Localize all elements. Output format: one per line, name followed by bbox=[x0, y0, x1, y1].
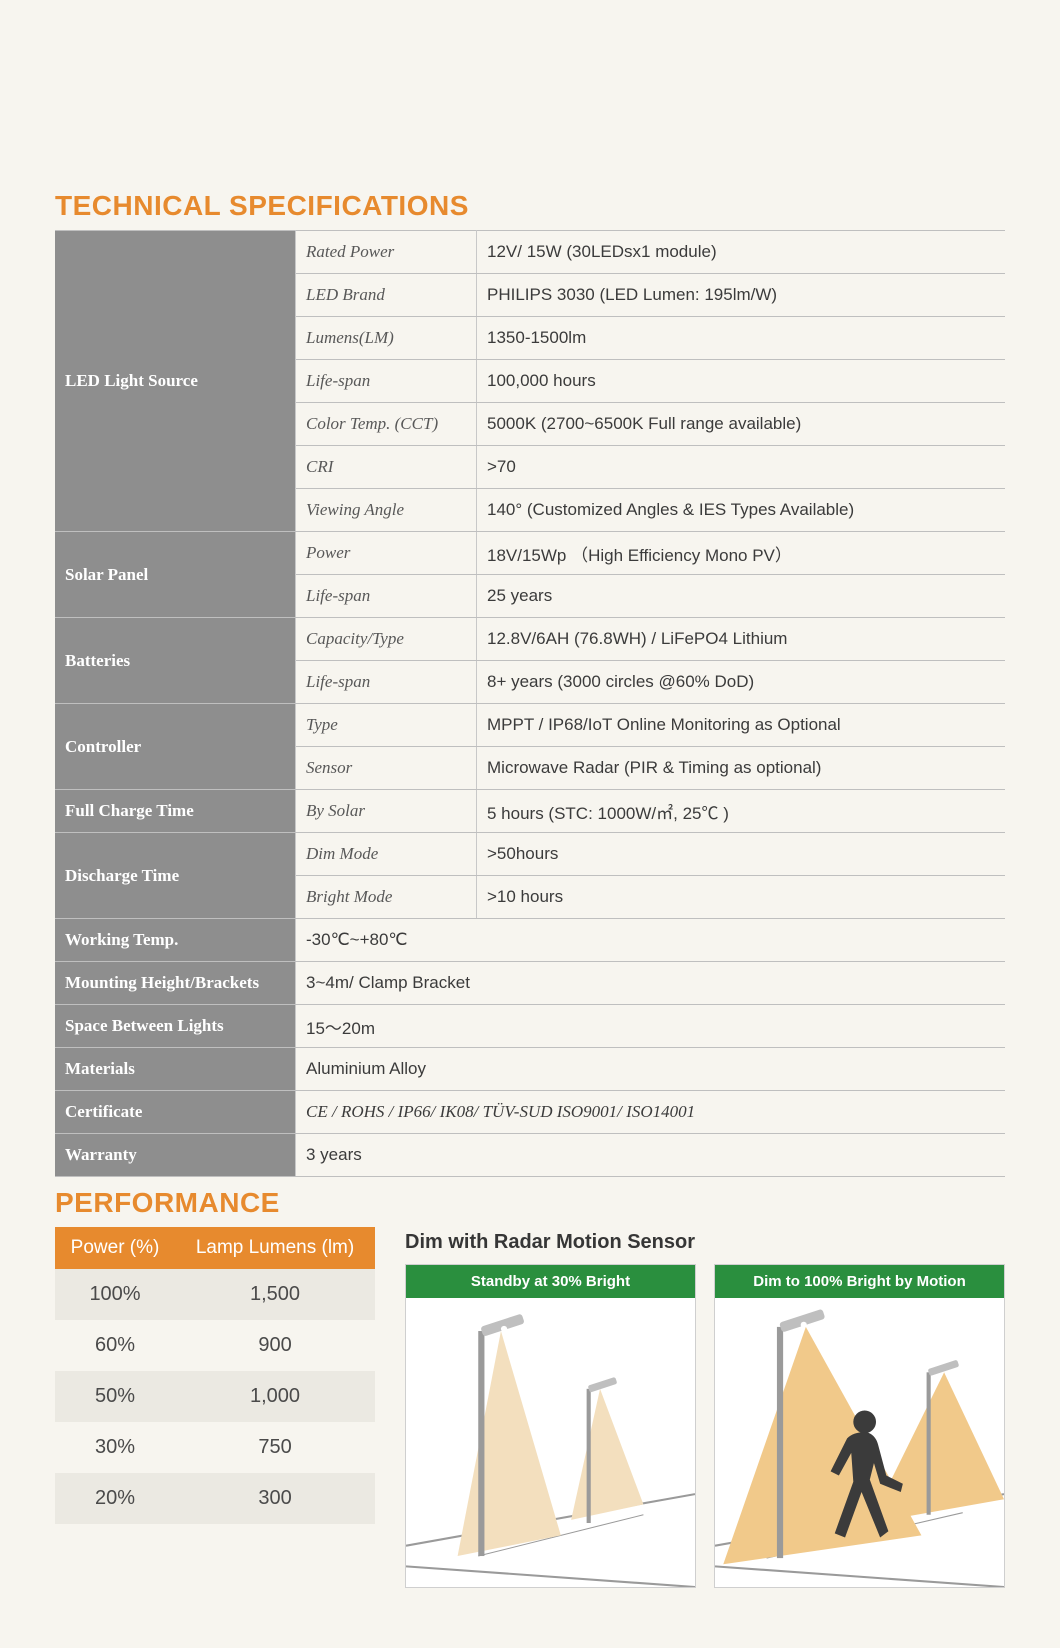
table-row: Solar Panel Power 18V/15Wp （High Efficie… bbox=[55, 532, 1005, 575]
table-row: 60% 900 bbox=[55, 1320, 375, 1371]
param-value: 5 hours (STC: 1000W/㎡, 25℃ ) bbox=[477, 790, 1006, 833]
param-label: By Solar bbox=[296, 790, 477, 833]
dim-panel-body bbox=[406, 1298, 695, 1587]
param-label: Sensor bbox=[296, 747, 477, 790]
perf-cell: 1,500 bbox=[175, 1269, 375, 1320]
param-label: Life-span bbox=[296, 575, 477, 618]
perf-header-power: Power (%) bbox=[55, 1227, 175, 1269]
table-row: Working Temp. -30℃~+80℃ bbox=[55, 919, 1005, 962]
cat-working-temp: Working Temp. bbox=[55, 919, 296, 962]
param-label: Rated Power bbox=[296, 231, 477, 274]
table-row: Mounting Height/Brackets 3~4m/ Clamp Bra… bbox=[55, 962, 1005, 1005]
param-value: -30℃~+80℃ bbox=[296, 919, 1006, 962]
table-row: 50% 1,000 bbox=[55, 1371, 375, 1422]
perf-cell: 1,000 bbox=[175, 1371, 375, 1422]
param-value: >70 bbox=[477, 446, 1006, 489]
performance-table-wrap: Power (%) Lamp Lumens (lm) 100% 1,500 60… bbox=[55, 1227, 375, 1524]
performance-title: PERFORMANCE bbox=[55, 1187, 1005, 1219]
param-label: Lumens(LM) bbox=[296, 317, 477, 360]
perf-cell: 60% bbox=[55, 1320, 175, 1371]
table-row: 20% 300 bbox=[55, 1473, 375, 1524]
cat-solar: Solar Panel bbox=[55, 532, 296, 618]
table-row: Warranty 3 years bbox=[55, 1134, 1005, 1177]
table-row: Certificate CE / ROHS / IP66/ IK08/ TÜV-… bbox=[55, 1091, 1005, 1134]
param-label: Bright Mode bbox=[296, 876, 477, 919]
dim-panel-motion: Dim to 100% Bright by Motion bbox=[714, 1264, 1005, 1588]
param-value: 12.8V/6AH (76.8WH) / LiFePO4 Lithium bbox=[477, 618, 1006, 661]
perf-cell: 20% bbox=[55, 1473, 175, 1524]
param-value: 15～20m bbox=[296, 1005, 1006, 1048]
param-value: >50hours bbox=[477, 833, 1006, 876]
cat-discharge: Discharge Time bbox=[55, 833, 296, 919]
param-value: Aluminium Alloy bbox=[296, 1048, 1006, 1091]
cat-controller: Controller bbox=[55, 704, 296, 790]
param-label: Power bbox=[296, 532, 477, 575]
table-row: Power (%) Lamp Lumens (lm) bbox=[55, 1227, 375, 1269]
streetlight-dim-icon bbox=[406, 1298, 695, 1587]
table-row: Space Between Lights 15～20m bbox=[55, 1005, 1005, 1048]
performance-section: Power (%) Lamp Lumens (lm) 100% 1,500 60… bbox=[55, 1227, 1005, 1588]
dim-sensor-title: Dim with Radar Motion Sensor bbox=[405, 1231, 1005, 1254]
param-label: Capacity/Type bbox=[296, 618, 477, 661]
table-row: Discharge Time Dim Mode >50hours bbox=[55, 833, 1005, 876]
param-value: 18V/15Wp （High Efficiency Mono PV） bbox=[477, 532, 1006, 575]
param-label: Dim Mode bbox=[296, 833, 477, 876]
param-label: CRI bbox=[296, 446, 477, 489]
dim-panel-standby: Standby at 30% Bright bbox=[405, 1264, 696, 1588]
param-label: Color Temp. (CCT) bbox=[296, 403, 477, 446]
dim-panels: Standby at 30% Bright bbox=[405, 1264, 1005, 1588]
param-value: 1350-1500lm bbox=[477, 317, 1006, 360]
param-value: Microwave Radar (PIR & Timing as optiona… bbox=[477, 747, 1006, 790]
dim-panel-header: Standby at 30% Bright bbox=[406, 1265, 695, 1298]
performance-table: Power (%) Lamp Lumens (lm) 100% 1,500 60… bbox=[55, 1227, 375, 1524]
param-value: 8+ years (3000 circles @60% DoD) bbox=[477, 661, 1006, 704]
param-value: 5000K (2700~6500K Full range available) bbox=[477, 403, 1006, 446]
perf-cell: 50% bbox=[55, 1371, 175, 1422]
param-value: PHILIPS 3030 (LED Lumen: 195lm/W) bbox=[477, 274, 1006, 317]
perf-cell: 30% bbox=[55, 1422, 175, 1473]
dim-panel-header: Dim to 100% Bright by Motion bbox=[715, 1265, 1004, 1298]
tech-spec-title: TECHNICAL SPECIFICATIONS bbox=[55, 190, 1005, 222]
cat-materials: Materials bbox=[55, 1048, 296, 1091]
table-row: Materials Aluminium Alloy bbox=[55, 1048, 1005, 1091]
streetlight-bright-icon bbox=[715, 1298, 1004, 1587]
param-label: Type bbox=[296, 704, 477, 747]
param-value: 25 years bbox=[477, 575, 1006, 618]
cat-charge: Full Charge Time bbox=[55, 790, 296, 833]
table-row: Controller Type MPPT / IP68/IoT Online M… bbox=[55, 704, 1005, 747]
perf-cell: 750 bbox=[175, 1422, 375, 1473]
table-row: 100% 1,500 bbox=[55, 1269, 375, 1320]
dim-sensor-section: Dim with Radar Motion Sensor Standby at … bbox=[405, 1227, 1005, 1588]
perf-cell: 100% bbox=[55, 1269, 175, 1320]
param-value: MPPT / IP68/IoT Online Monitoring as Opt… bbox=[477, 704, 1006, 747]
cat-space: Space Between Lights bbox=[55, 1005, 296, 1048]
param-value: 3~4m/ Clamp Bracket bbox=[296, 962, 1006, 1005]
dim-panel-body bbox=[715, 1298, 1004, 1587]
table-row: LED Light Source Rated Power 12V/ 15W (3… bbox=[55, 231, 1005, 274]
param-label: Viewing Angle bbox=[296, 489, 477, 532]
param-value: 12V/ 15W (30LEDsx1 module) bbox=[477, 231, 1006, 274]
page: TECHNICAL SPECIFICATIONS LED Light Sourc… bbox=[0, 0, 1060, 1648]
param-value: >10 hours bbox=[477, 876, 1006, 919]
param-value: 3 years bbox=[296, 1134, 1006, 1177]
perf-cell: 300 bbox=[175, 1473, 375, 1524]
cat-led: LED Light Source bbox=[55, 231, 296, 532]
cat-certificate: Certificate bbox=[55, 1091, 296, 1134]
param-label: Life-span bbox=[296, 360, 477, 403]
param-label: LED Brand bbox=[296, 274, 477, 317]
table-row: Batteries Capacity/Type 12.8V/6AH (76.8W… bbox=[55, 618, 1005, 661]
table-row: 30% 750 bbox=[55, 1422, 375, 1473]
perf-cell: 900 bbox=[175, 1320, 375, 1371]
cat-mounting: Mounting Height/Brackets bbox=[55, 962, 296, 1005]
param-label: Life-span bbox=[296, 661, 477, 704]
cat-batteries: Batteries bbox=[55, 618, 296, 704]
param-value: CE / ROHS / IP66/ IK08/ TÜV-SUD ISO9001/… bbox=[296, 1091, 1006, 1134]
spec-table: LED Light Source Rated Power 12V/ 15W (3… bbox=[55, 230, 1005, 1177]
table-row: Full Charge Time By Solar 5 hours (STC: … bbox=[55, 790, 1005, 833]
perf-header-lumens: Lamp Lumens (lm) bbox=[175, 1227, 375, 1269]
param-value: 100,000 hours bbox=[477, 360, 1006, 403]
cat-warranty: Warranty bbox=[55, 1134, 296, 1177]
param-value: 140° (Customized Angles & IES Types Avai… bbox=[477, 489, 1006, 532]
